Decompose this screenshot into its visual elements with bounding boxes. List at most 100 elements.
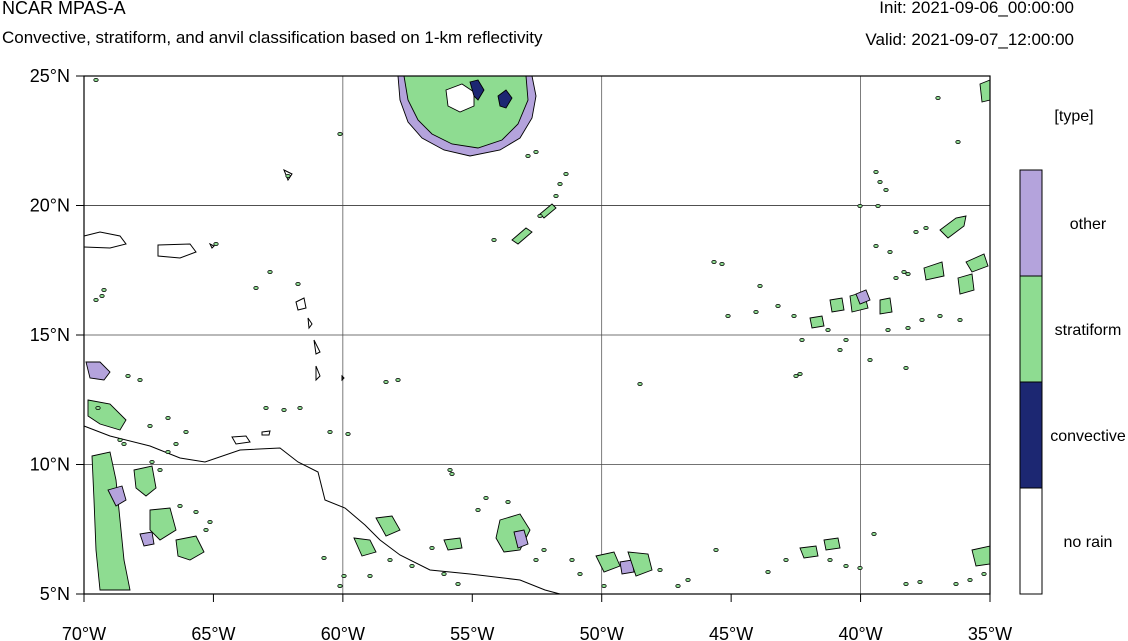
coastline-puerto-rico-hispaniola: [83, 231, 127, 249]
rain-cell: [553, 193, 559, 198]
rain-cell: [297, 405, 303, 410]
band-north-central: [511, 203, 557, 245]
legend-label-no-rain: no rain: [1064, 534, 1113, 551]
rain-cell: [857, 203, 863, 208]
legend-label-stratiform: stratiform: [1055, 322, 1122, 339]
rain-cell: [953, 582, 959, 587]
rain-cell: [871, 532, 877, 537]
lon-tick-label: 60°W: [321, 624, 365, 641]
rain-cell: [157, 467, 163, 472]
rain-cell: [843, 337, 849, 342]
rain-cell: [569, 558, 575, 563]
rain-cell: [601, 584, 607, 589]
cells-central-other: [513, 529, 635, 575]
rain-cell: [409, 564, 415, 569]
cells-central-stratiform: [353, 513, 531, 557]
hurricane-stratiform: [403, 75, 529, 149]
rain-cell: [877, 179, 883, 184]
gridlines: [84, 76, 990, 594]
rain-cell: [935, 96, 941, 101]
rain-cell: [867, 357, 873, 362]
rain-cell: [387, 558, 393, 563]
rain-cell: [675, 584, 681, 589]
rain-cell: [449, 471, 455, 476]
axis-labels: 70°W 65°W 60°W 55°W 50°W 45°W 40°W 35°W 25°N 20°N…: [30, 66, 1012, 641]
rain-cell: [455, 582, 461, 587]
rain-cell: [685, 578, 691, 583]
rain-cell: [557, 181, 563, 186]
plot-subtitle: Convective, stratiform, and anvil classi…: [2, 28, 543, 47]
rain-cell: [913, 229, 919, 234]
rain-cell: [799, 337, 805, 342]
rain-cell: [165, 449, 171, 454]
lon-tick-label: 35°W: [968, 624, 1012, 641]
rain-cell: [563, 171, 569, 176]
rain-cell: [873, 243, 879, 248]
rain-cell: [725, 313, 731, 318]
rain-cell: [887, 249, 893, 254]
rain-cell: [837, 347, 843, 352]
rain-cell: [955, 139, 961, 144]
cells-ne-stratiform: [979, 79, 991, 103]
rain-cell: [125, 373, 131, 378]
rain-cell: [657, 568, 663, 573]
rain-cell: [207, 520, 213, 525]
cells-east-other: [855, 289, 871, 305]
legend: [type] other stratiform convective no rain: [1019, 108, 1126, 595]
rain-cell: [901, 269, 907, 274]
precipitation-field: [85, 75, 991, 591]
rain-cell: [345, 431, 351, 436]
lon-tick-label: 40°W: [838, 624, 882, 641]
rain-cell: [885, 327, 891, 332]
rain-cell: [483, 495, 489, 500]
legend-swatch-other: [1019, 169, 1043, 277]
rain-cell: [429, 546, 435, 551]
rain-cell: [447, 467, 453, 472]
legend-label-convective: convective: [1050, 428, 1126, 445]
rain-cell: [121, 441, 127, 446]
rain-cell: [213, 241, 219, 246]
rain-cell: [327, 429, 333, 434]
rain-cell: [923, 225, 929, 230]
cells-central-2: [595, 537, 991, 577]
rain-cell: [93, 297, 99, 302]
coastline-tobago: [261, 430, 271, 436]
rain-cell: [491, 237, 497, 242]
rain-cell: [337, 131, 343, 136]
coastline-south-america: [83, 425, 561, 595]
rain-cell: [875, 203, 881, 208]
coastline-puerto-rico: [157, 243, 197, 259]
coastline-trinidad: [231, 435, 251, 445]
lon-tick-label: 55°W: [450, 624, 494, 641]
lat-tick-label: 10°N: [30, 455, 70, 475]
rain-cell: [765, 570, 771, 575]
rain-cell: [843, 564, 849, 569]
rain-cell: [505, 499, 511, 504]
rain-cell: [203, 528, 209, 533]
rainband-west-cells: [133, 465, 205, 561]
rain-cell: [917, 580, 923, 585]
lat-tick-label: 15°N: [30, 325, 70, 345]
rain-cell: [95, 405, 101, 410]
rain-cell: [533, 149, 539, 154]
init-time: Init: 2021-09-06_00:00:00: [879, 0, 1074, 17]
rainband-west-stratiform: [91, 451, 131, 591]
rain-cell: [367, 574, 373, 579]
rain-cell: [753, 309, 759, 314]
hurricane-eye: [445, 83, 475, 113]
rain-cell: [903, 365, 909, 370]
rain-cell: [905, 271, 911, 276]
legend-title: [type]: [1054, 108, 1093, 125]
rain-cell: [797, 371, 803, 376]
rain-cell: [981, 572, 987, 577]
rain-cell: [137, 377, 143, 382]
rain-cell: [93, 78, 99, 83]
rain-cell: [117, 437, 123, 442]
coastline-lesser-antilles: [295, 297, 321, 382]
legend-swatch-convective: [1019, 381, 1043, 489]
legend-labels: other stratiform convective no rain: [1050, 216, 1126, 551]
hurricane-band-convective: [497, 89, 513, 109]
rain-cell: [893, 275, 899, 280]
rain-cell: [253, 285, 259, 290]
